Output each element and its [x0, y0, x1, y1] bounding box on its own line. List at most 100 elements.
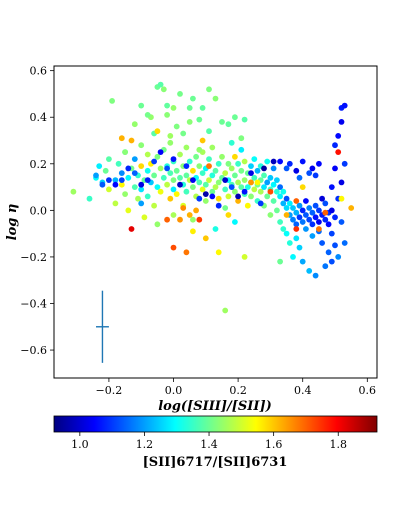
scatter-point — [183, 144, 190, 151]
x-tick-label: 0.4 — [294, 384, 312, 397]
scatter-point — [206, 86, 212, 93]
scatter-point — [319, 195, 325, 202]
scatter-point — [106, 177, 112, 184]
scatter-point — [180, 205, 187, 211]
scatter-point — [144, 193, 151, 200]
scatter-point — [170, 156, 177, 163]
scatter-point — [306, 205, 313, 211]
scatter-point — [190, 216, 196, 223]
scatter-point — [309, 233, 316, 239]
scatter-point — [170, 105, 177, 111]
scatter-point — [251, 186, 258, 193]
scatter-point — [338, 119, 345, 125]
scatter-point — [267, 174, 274, 181]
scatter-point — [264, 158, 271, 165]
scatter-point — [312, 214, 319, 221]
scatter-point — [248, 163, 254, 170]
scatter-point — [196, 146, 203, 153]
y-tick-label: 0.0 — [30, 204, 48, 217]
scatter-point — [232, 219, 238, 225]
y-tick-label: −0.2 — [20, 251, 47, 264]
scatter-point — [122, 191, 128, 198]
scatter-point — [332, 242, 338, 249]
scatter-point — [338, 179, 345, 186]
scatter-point — [332, 142, 338, 149]
x-tick-label: −0.2 — [96, 384, 123, 397]
scatter-point — [190, 184, 196, 191]
scatter-point — [312, 172, 319, 179]
scatter-point — [215, 202, 222, 209]
scatter-point — [338, 219, 345, 225]
scatter-point — [190, 228, 196, 235]
scatter-point — [128, 137, 135, 144]
scatter-point — [128, 226, 135, 232]
scatter-point — [312, 202, 319, 209]
scatter-point — [144, 151, 151, 158]
colorbar-ticks: 1.0 1.2 1.4 1.6 1.8 — [71, 432, 347, 451]
scatter-point — [277, 219, 283, 225]
scatter-point — [299, 184, 306, 191]
scatter-point — [186, 212, 193, 218]
scatter-point — [257, 188, 264, 195]
colorbar-label: [SII]6717/[SII]6731 — [143, 455, 288, 470]
scatter-point — [316, 219, 322, 225]
scatter-point — [151, 202, 158, 209]
scatter-point — [212, 167, 219, 174]
scatter-point — [164, 102, 171, 109]
scatter-point — [267, 188, 274, 195]
scatter-point — [296, 214, 303, 221]
scatter-point — [274, 177, 280, 184]
scatter-point — [196, 116, 203, 123]
scatter-point — [261, 172, 267, 179]
scatter-point — [118, 135, 125, 142]
scatter-point — [222, 177, 229, 184]
scatter-point — [312, 272, 319, 279]
scatter-point — [306, 216, 313, 223]
scatter-point — [241, 188, 248, 195]
scatter-point — [277, 258, 283, 265]
scatter-point — [232, 114, 238, 121]
scatter-point — [202, 181, 209, 188]
scatter-point — [238, 184, 245, 191]
scatter-point — [299, 207, 306, 214]
scatter-point — [267, 212, 274, 218]
scatter-point — [286, 160, 293, 167]
scatter-point — [199, 105, 206, 111]
scatter-point — [232, 188, 238, 195]
scatter-point — [244, 184, 251, 191]
scatter-point — [193, 207, 200, 214]
scatter-point — [138, 200, 145, 207]
scatter-point — [303, 226, 309, 232]
scatter-point — [316, 160, 322, 167]
scatter-point — [212, 95, 219, 102]
scatter-point — [225, 193, 232, 200]
scatter-point — [212, 226, 219, 232]
scatter-point — [186, 158, 193, 165]
scatter-point — [177, 174, 183, 181]
scatter-point — [335, 133, 342, 139]
scatter-point — [154, 128, 161, 135]
scatter-point — [154, 221, 161, 228]
scatter-point — [335, 149, 342, 156]
scatter-point — [270, 158, 277, 165]
scatter-point — [264, 193, 271, 200]
scatter-point — [206, 177, 212, 184]
scatter-point — [138, 102, 145, 109]
scatter-point — [277, 193, 283, 200]
x-tick-label: 0.2 — [229, 384, 247, 397]
scatter-point — [186, 105, 193, 111]
scatter-point — [232, 172, 238, 179]
scatter-point — [303, 198, 309, 204]
scatter-point — [254, 179, 261, 186]
scatter-point — [196, 216, 203, 223]
scatter-point — [332, 165, 338, 172]
scatter-point — [183, 188, 190, 195]
scatter-point — [167, 133, 174, 139]
scatter-point — [232, 153, 238, 160]
scatter-point — [328, 207, 335, 214]
scatter-point — [206, 163, 212, 170]
scatter-point — [177, 216, 183, 223]
scatter-point — [167, 139, 174, 146]
scatter-point — [202, 235, 209, 242]
scatter-point — [296, 244, 303, 251]
